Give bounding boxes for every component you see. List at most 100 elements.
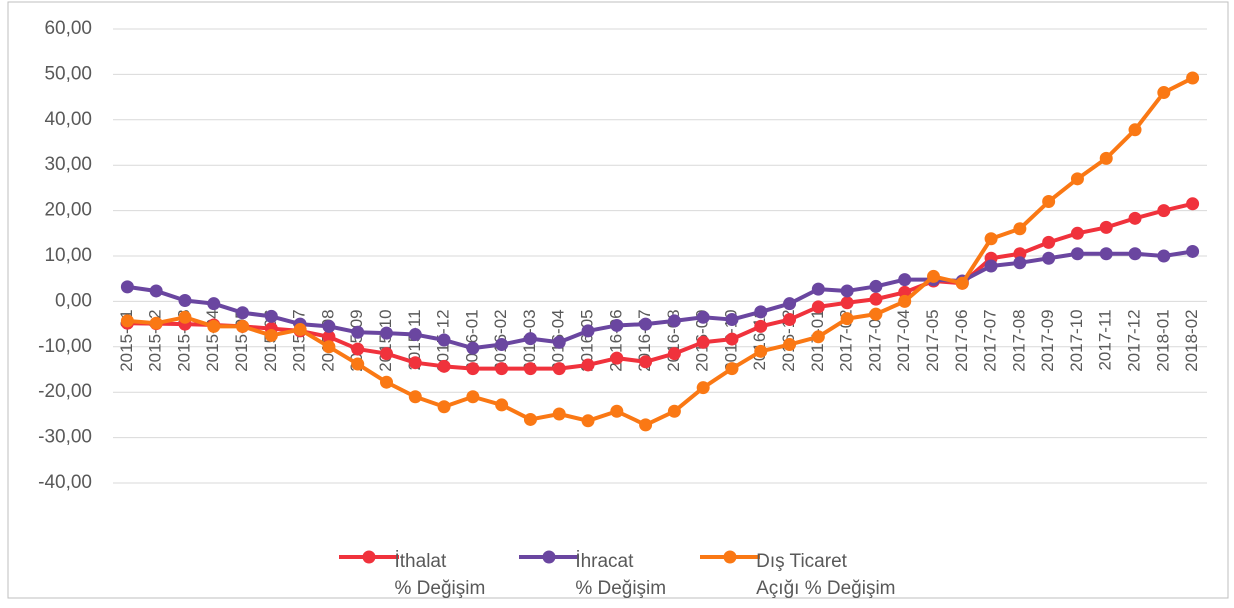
data-point xyxy=(955,276,969,290)
x-tick-label: 2016-05 xyxy=(578,309,597,371)
data-point xyxy=(840,312,854,326)
y-tick-label: -30,00 xyxy=(38,427,92,448)
data-point xyxy=(639,317,653,331)
data-point xyxy=(1128,247,1142,261)
x-tick-label: 2017-02 xyxy=(837,309,856,371)
legend-label: İthalat % Değişim xyxy=(394,551,486,599)
data-point xyxy=(754,344,768,358)
data-point xyxy=(869,279,883,293)
data-point xyxy=(149,284,163,298)
data-point xyxy=(725,332,739,346)
data-point xyxy=(1042,235,1056,249)
data-point xyxy=(725,362,739,376)
data-point xyxy=(811,300,825,314)
y-tick-label: -10,00 xyxy=(38,336,92,357)
data-point xyxy=(178,293,192,307)
data-point xyxy=(120,314,134,328)
data-point xyxy=(840,296,854,310)
legend-marker xyxy=(362,550,375,564)
legend-item: İthalat % Değişim xyxy=(338,548,486,602)
y-tick-label: 20,00 xyxy=(44,200,92,221)
data-point xyxy=(322,340,336,354)
data-point xyxy=(408,390,422,404)
grid: -40,00 -30,00 -20,00 -10,00 0,00 10,00 20,00 30… xyxy=(38,18,1207,493)
x-tick-label: 2015-10 xyxy=(376,309,395,371)
x-tick-label: 2017-05 xyxy=(923,309,942,371)
y-tick-label: 0,00 xyxy=(55,290,92,311)
legend-label: Dış Ticaret Açığı % Değişim xyxy=(756,551,896,599)
data-point xyxy=(840,284,854,298)
x-tick-label: 2018-02 xyxy=(1182,309,1201,371)
data-point xyxy=(581,324,595,338)
legend: İthalat % Değişim İhracat % Değişim Dış Ti… xyxy=(0,548,1234,602)
data-point xyxy=(1070,226,1084,240)
data-point xyxy=(898,273,912,287)
data-point xyxy=(466,362,480,376)
x-tick-label: 2016-11 xyxy=(750,309,769,370)
y-tick-label: -20,00 xyxy=(38,381,92,402)
data-point xyxy=(380,375,393,389)
data-point xyxy=(1013,256,1027,270)
data-point xyxy=(1099,247,1113,261)
x-tick-label: 2017-04 xyxy=(894,309,913,371)
data-point xyxy=(120,280,134,294)
x-tick-label: 2016-01 xyxy=(462,309,481,371)
data-point xyxy=(1042,251,1056,265)
y-tick-label: 50,00 xyxy=(44,63,92,84)
data-point xyxy=(207,297,221,311)
data-point xyxy=(495,398,509,412)
data-point xyxy=(984,259,998,273)
data-point xyxy=(783,338,797,352)
data-point xyxy=(380,326,393,340)
data-point xyxy=(236,319,250,333)
y-tick-label: 10,00 xyxy=(44,245,92,266)
data-point xyxy=(149,316,163,330)
x-tick-label: 2017-06 xyxy=(952,309,971,371)
data-point xyxy=(264,309,278,323)
data-point xyxy=(351,357,365,371)
data-point xyxy=(437,400,451,414)
data-point xyxy=(783,297,797,311)
data-point xyxy=(380,347,393,361)
legend-item: İhracat % Değişim xyxy=(519,548,666,602)
data-point xyxy=(523,412,537,426)
data-point xyxy=(639,418,653,432)
data-point xyxy=(783,313,797,327)
data-point xyxy=(1186,197,1200,211)
data-point xyxy=(610,351,624,365)
data-point xyxy=(437,333,451,347)
data-point xyxy=(811,282,825,296)
data-point xyxy=(696,310,710,324)
data-point xyxy=(408,328,422,342)
data-point xyxy=(1013,247,1027,261)
y-tick-label: -40,00 xyxy=(38,472,92,493)
data-point xyxy=(552,407,566,421)
legend-marker xyxy=(723,550,737,564)
x-tick-label: 2017-08 xyxy=(1009,309,1028,371)
data-point xyxy=(610,404,624,418)
data-point xyxy=(264,328,278,342)
data-point xyxy=(293,323,307,337)
data-point xyxy=(1013,222,1027,236)
data-point xyxy=(552,362,566,376)
x-tick-label: 2018-01 xyxy=(1153,309,1172,371)
legend-label: İhracat % Değişim xyxy=(575,551,667,599)
data-point xyxy=(696,335,710,349)
data-point xyxy=(898,294,912,308)
series-line xyxy=(127,76,1194,427)
data-point xyxy=(667,404,681,418)
data-point xyxy=(351,325,365,339)
data-point xyxy=(1186,244,1200,258)
data-point xyxy=(869,307,883,321)
data-point xyxy=(523,362,537,376)
x-tick-label: 2017-11 xyxy=(1096,309,1115,370)
data-point xyxy=(696,381,710,395)
x-tick-label: 2017-03 xyxy=(865,309,884,371)
x-tick-label: 2015-09 xyxy=(347,309,366,371)
data-point xyxy=(1070,247,1084,261)
x-tick-label: 2017-10 xyxy=(1067,309,1086,371)
x-tick-label: 2017-07 xyxy=(981,309,1000,371)
data-point xyxy=(927,269,940,283)
data-point xyxy=(437,359,451,373)
